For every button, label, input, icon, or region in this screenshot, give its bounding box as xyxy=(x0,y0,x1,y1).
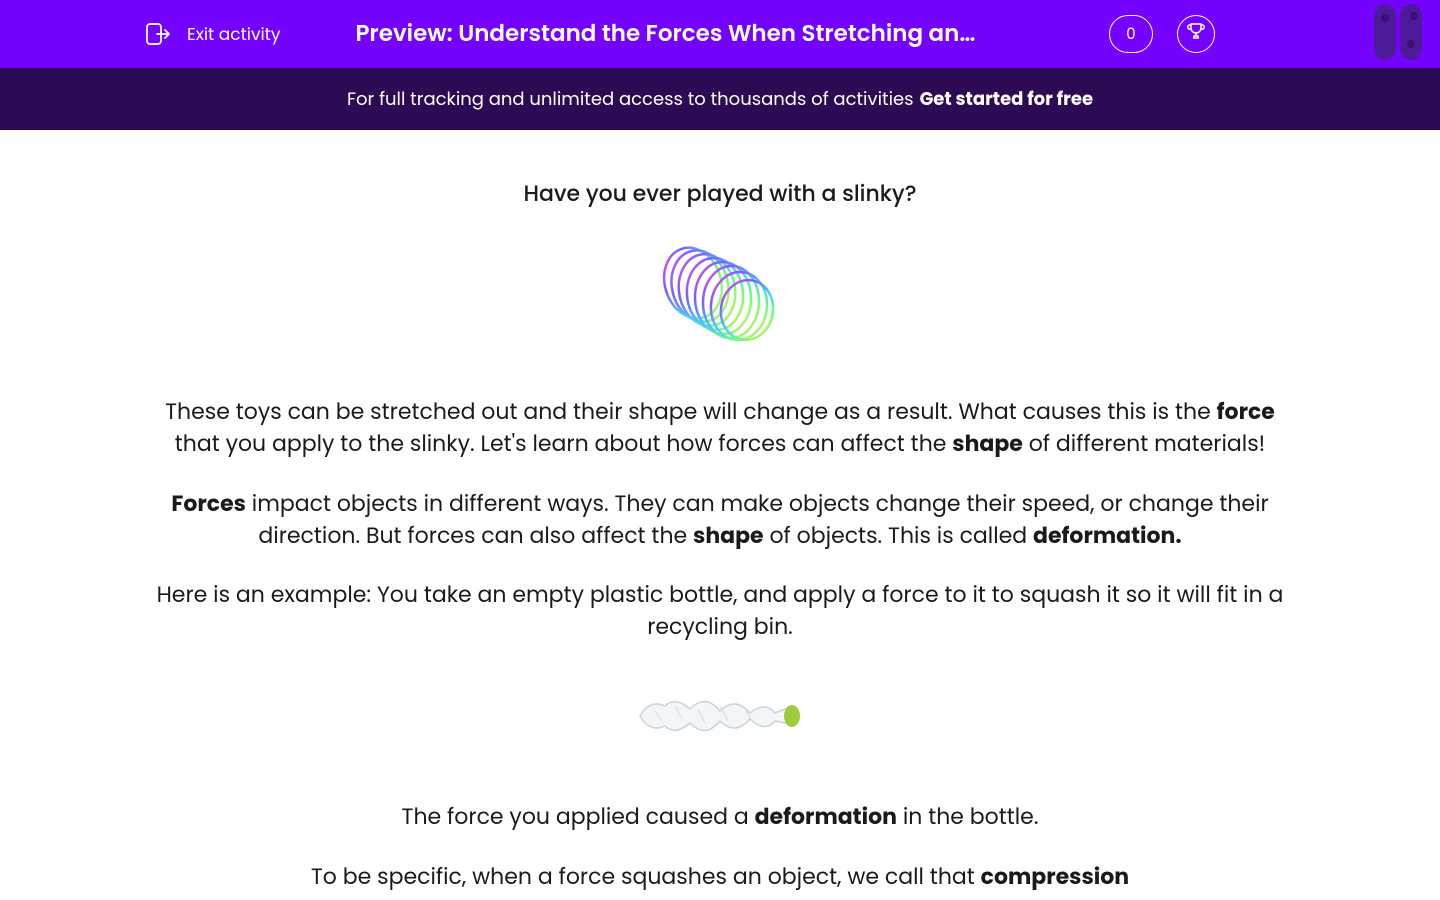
lead-question: Have you ever played with a slinky? xyxy=(145,178,1295,210)
paragraph-compression: To be specific, when a force squashes an… xyxy=(145,861,1295,893)
bottle-image xyxy=(145,671,1295,761)
paragraph-deformation: The force you applied caused a deformati… xyxy=(145,801,1295,833)
banner-cta: Get started for free xyxy=(920,86,1093,113)
lesson-content: Have you ever played with a slinky? xyxy=(0,130,1440,893)
test-tubes-decoration xyxy=(1374,4,1422,60)
tube-icon xyxy=(1374,4,1396,60)
slinky-image xyxy=(145,238,1295,348)
paragraph-intro: These toys can be stretched out and thei… xyxy=(145,396,1295,460)
paragraph-forces: Forces impact objects in different ways.… xyxy=(145,488,1295,552)
header-right-group: 0 xyxy=(1109,15,1215,53)
exit-activity-button[interactable]: Exit activity xyxy=(145,20,280,48)
activity-title: Preview: Understand the Forces When Stre… xyxy=(355,17,975,51)
score-badge[interactable]: 0 xyxy=(1109,15,1153,53)
banner-text: For full tracking and unlimited access t… xyxy=(347,86,914,113)
activity-header: Exit activity Preview: Understand the Fo… xyxy=(0,0,1440,68)
trophy-icon xyxy=(1186,21,1206,48)
trophy-button[interactable] xyxy=(1177,15,1215,53)
exit-label: Exit activity xyxy=(187,21,280,47)
tube-icon xyxy=(1400,4,1422,60)
paragraph-example: Here is an example: You take an empty pl… xyxy=(145,579,1295,643)
exit-icon xyxy=(145,20,173,48)
upgrade-banner[interactable]: For full tracking and unlimited access t… xyxy=(0,68,1440,130)
